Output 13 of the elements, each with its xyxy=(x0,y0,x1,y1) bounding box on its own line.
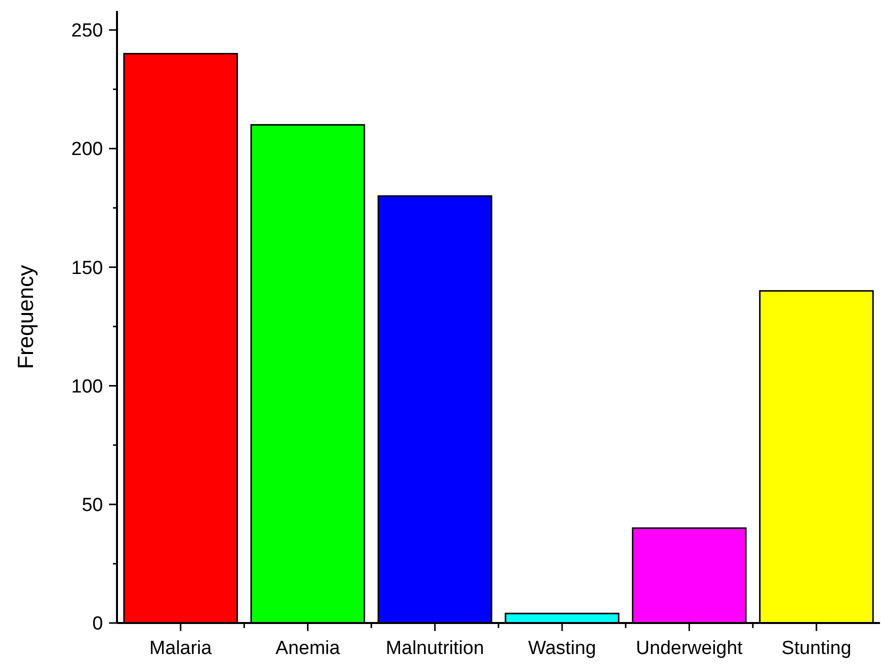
y-tick-label: 250 xyxy=(71,20,103,42)
y-axis-title: Frequency xyxy=(13,265,38,369)
x-tick-label: Malnutrition xyxy=(386,638,484,659)
x-tick-label: Underweight xyxy=(636,638,744,659)
y-tick-label: 50 xyxy=(82,495,103,516)
y-tick-label: 0 xyxy=(92,614,103,635)
y-tick-label: 100 xyxy=(71,376,103,398)
x-tick-label: Anemia xyxy=(276,638,340,659)
x-tick-label: Stunting xyxy=(782,638,852,659)
x-tick-label: Malaria xyxy=(149,638,212,659)
x-tick-label: Wasting xyxy=(528,638,596,659)
y-tick-label: 150 xyxy=(71,258,103,279)
y-tick-label: 200 xyxy=(71,139,103,160)
